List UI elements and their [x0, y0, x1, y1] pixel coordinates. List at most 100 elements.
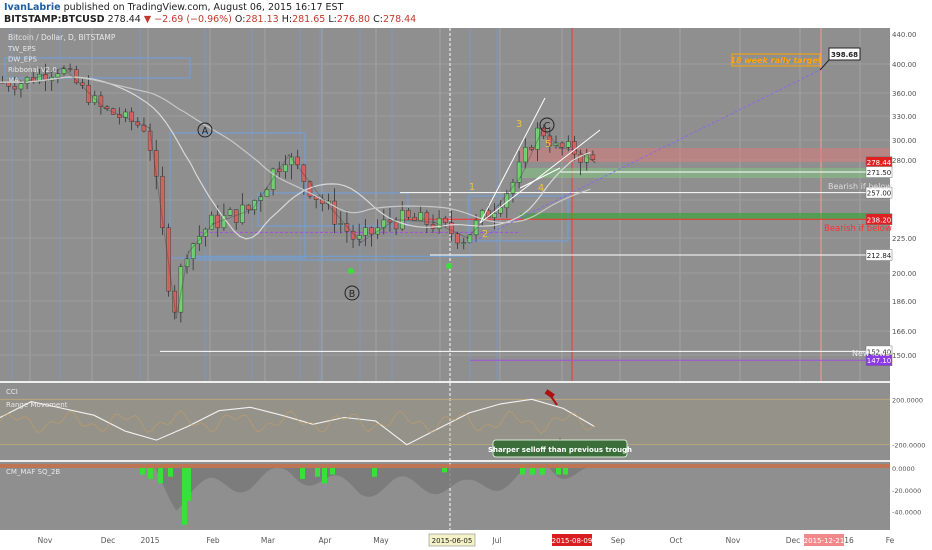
histogram-area — [0, 468, 595, 511]
date-badge-text: 2015-12-21 — [804, 537, 845, 545]
range-movement-line — [0, 410, 595, 434]
candle-body — [436, 217, 442, 229]
zone-box — [169, 132, 306, 259]
series-legend: Bitcoin / Dollar, D, BITSTAMP — [8, 33, 116, 42]
price-point — [359, 241, 362, 244]
candle-body — [412, 216, 417, 221]
candle-body — [184, 258, 190, 267]
candle-body — [301, 164, 307, 182]
price-level-text: 147.10 — [867, 357, 892, 365]
wave-letter: B — [349, 289, 356, 300]
time-tick-label: Oct — [670, 536, 683, 545]
buy-signal-dot — [446, 263, 452, 269]
price-pane[interactable] — [0, 28, 890, 381]
price-level-text: 152.40 — [867, 348, 892, 356]
price-point — [394, 218, 397, 221]
trend-drawings — [195, 69, 821, 274]
price-point — [62, 66, 65, 69]
price-level-text: 212.84 — [867, 252, 892, 260]
price-point — [103, 107, 106, 110]
price-point — [593, 161, 596, 164]
candle-body — [400, 210, 405, 230]
candle-body — [178, 266, 184, 313]
candle-body — [283, 164, 288, 172]
candle-body — [160, 176, 165, 228]
candle-body — [110, 108, 116, 115]
time-tick-label: Apr — [319, 536, 333, 545]
candle-body — [55, 73, 61, 78]
candle-body — [80, 82, 85, 86]
open-value: 281.13 — [245, 14, 279, 25]
candle-body — [510, 182, 516, 194]
publish-line: IvanLabrie published on TradingView.com,… — [4, 2, 343, 13]
price-tick-label: 150.00 — [892, 352, 917, 360]
price-tick-label: 200.00 — [892, 270, 917, 278]
candle-body — [461, 242, 466, 244]
candle-body — [135, 121, 141, 126]
wave-number: 4 — [538, 183, 544, 194]
open-label: O: — [234, 14, 246, 25]
target-trendline — [469, 69, 821, 244]
trading-chart[interactable]: Sharper selloff than previous trough 440… — [0, 28, 932, 550]
candle-body — [572, 141, 577, 155]
candle-body — [270, 168, 276, 190]
study-legend: Ribbonal V2.0 — [8, 66, 57, 74]
price-tick-label: 330.00 — [892, 113, 917, 121]
time-tick-label: Nov — [38, 536, 53, 545]
time-tick-label: Dec — [786, 536, 801, 545]
osc-band-fill — [0, 399, 890, 445]
candle-body — [547, 135, 553, 146]
candle-body — [240, 204, 245, 223]
high-label: H: — [281, 14, 293, 25]
candle-body — [332, 200, 337, 225]
channel-line — [519, 167, 561, 189]
annotation-new-lows: New lows — [852, 349, 890, 358]
candle-body — [221, 215, 227, 229]
histogram-bar — [322, 468, 327, 484]
wave-circle — [539, 117, 555, 133]
wave-letter: A — [202, 126, 209, 137]
time-tick-label: Sep — [611, 536, 625, 545]
candle-body — [123, 111, 128, 118]
time-tick-label: 16 — [844, 536, 854, 545]
candle-body — [264, 189, 270, 197]
price-tick-label: 360.00 — [892, 90, 917, 98]
candle-body — [246, 204, 251, 211]
histogram-bar — [540, 468, 545, 475]
date-badge — [804, 534, 844, 546]
wave-number: 1 — [469, 182, 475, 193]
candle-body — [424, 212, 430, 225]
price-point — [466, 237, 469, 239]
hist-tick-label: -40.0000 — [892, 509, 921, 517]
price-point — [175, 316, 178, 319]
zero-band — [0, 464, 890, 468]
price-tick-label: 440.00 — [892, 31, 917, 39]
time-tick-label: Jul — [491, 536, 501, 545]
price-point — [318, 194, 321, 197]
annotation-bearish-red: Bearish if below — [824, 224, 892, 234]
candle-body — [209, 214, 214, 230]
candle-body — [584, 154, 589, 163]
candle-body — [418, 212, 423, 221]
candle-body — [74, 69, 79, 84]
price-level-text: 278.44 — [867, 159, 892, 167]
candle-body — [344, 223, 350, 232]
osc-line — [0, 398, 595, 446]
author-name[interactable]: IvanLabrie — [4, 2, 61, 13]
histogram-bar — [530, 468, 535, 475]
candle-body — [338, 223, 343, 225]
date-badge — [552, 534, 592, 546]
price-level-badge — [865, 249, 893, 261]
candle-body — [553, 142, 559, 146]
candle-body — [98, 95, 104, 107]
oscillator-pane[interactable] — [0, 383, 890, 460]
price-level-text: 238.20 — [867, 216, 892, 224]
support-zone — [520, 168, 890, 178]
candle-body — [154, 150, 159, 177]
price-axis[interactable] — [890, 28, 932, 530]
candle-body — [559, 142, 565, 148]
wave-circle — [344, 285, 360, 301]
candlesticks — [0, 63, 596, 323]
candle-body — [190, 243, 196, 259]
histogram-bar — [158, 468, 163, 484]
